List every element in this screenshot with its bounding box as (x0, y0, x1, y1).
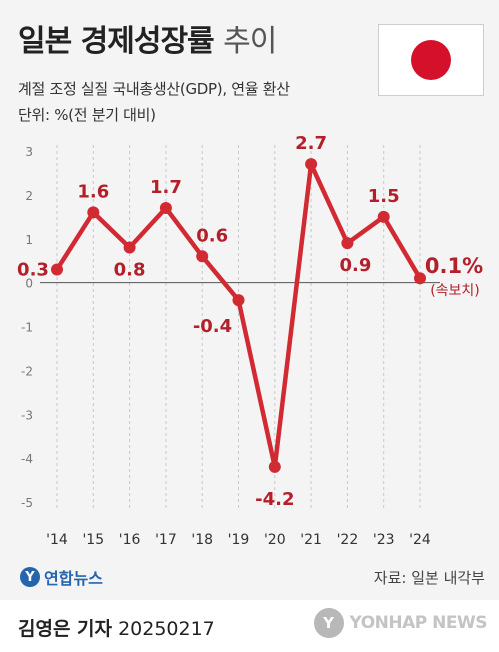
reporter-name: 김영은 기자 (18, 618, 113, 640)
publish-date: 20250217 (118, 618, 215, 640)
x-tick-label: '20 (264, 532, 286, 548)
data-point (159, 202, 172, 215)
data-label: 0.8 (114, 260, 146, 281)
y-tick-label: 2 (25, 189, 33, 203)
data-point (377, 210, 390, 223)
source-note: 자료: 일본 내각부 (373, 569, 485, 587)
data-label: 0.1% (425, 254, 483, 278)
y-tick-label: 3 (25, 145, 33, 159)
x-tick-label: '19 (228, 532, 250, 548)
data-label: 1.7 (150, 177, 182, 198)
brand-logo: Y 연합뉴스 (20, 565, 103, 589)
data-label: 0.3 (17, 259, 49, 280)
y-tick-label: 1 (25, 233, 33, 247)
brand-mark-icon: Y (20, 567, 40, 587)
title-main: 일본 경제성장률 (18, 24, 215, 59)
data-point (341, 237, 354, 250)
data-point (123, 241, 136, 254)
data-label: 0.9 (339, 255, 371, 276)
title-sub: 추이 (223, 24, 277, 59)
agency-name: YONHAP NEWS (349, 613, 488, 633)
data-label: -0.4 (193, 316, 232, 337)
gdp-line-chart: 3 2 1 0 -1 -2 -3 -4 -5 '14 '15 '16 '17 '18 '19 '20 '21 '2… (17, 133, 483, 548)
x-tick-label: '17 (155, 532, 177, 548)
y-tick-label: -3 (21, 408, 33, 422)
data-label: 1.5 (368, 186, 400, 207)
agency-watermark: Y YONHAP NEWS (313, 608, 488, 638)
flag-sun (411, 40, 451, 80)
x-tick-label: '15 (82, 532, 104, 548)
data-point (51, 263, 63, 276)
y-tick-label: -2 (21, 364, 33, 378)
footer: 김영은 기자 20250217 Y YONHAP NEWS (0, 600, 499, 652)
data-label: -4.2 (255, 489, 294, 510)
x-tick-label: '14 (46, 532, 68, 548)
y-tick-label: -5 (21, 496, 33, 510)
data-point (305, 158, 318, 171)
y-tick-label: 0 (25, 277, 33, 291)
preliminary-annotation: (속보치) (430, 283, 480, 299)
y-tick-label: -1 (21, 321, 33, 335)
data-label: 1.6 (77, 181, 109, 202)
page-title: 일본 경제성장률 추이 (18, 16, 277, 60)
subtitle-measure: 계절 조정 실질 국내총생산(GDP), 연율 환산 (18, 80, 290, 98)
data-label: 0.6 (196, 225, 228, 246)
x-tick-label: '21 (300, 532, 322, 548)
subtitle-unit: 단위: %(전 분기 대비) (18, 106, 156, 124)
x-tick-label: '23 (373, 532, 395, 548)
japan-flag-icon (378, 24, 484, 96)
x-tick-label: '24 (409, 532, 431, 548)
y-tick-label: -4 (21, 452, 33, 466)
data-point (196, 250, 209, 263)
data-point (268, 460, 281, 473)
yonhap-logo-icon: Y (313, 608, 344, 638)
data-point (414, 272, 426, 285)
x-tick-label: '18 (191, 532, 213, 548)
byline: 김영은 기자 20250217 (18, 614, 215, 641)
x-tick-label: '16 (119, 532, 141, 548)
data-label: 2.7 (295, 133, 327, 154)
x-tick-label: '22 (337, 532, 359, 548)
brand-name: 연합뉴스 (44, 569, 103, 588)
graphic-panel (0, 0, 499, 600)
data-point (87, 206, 100, 219)
data-point (232, 294, 245, 307)
